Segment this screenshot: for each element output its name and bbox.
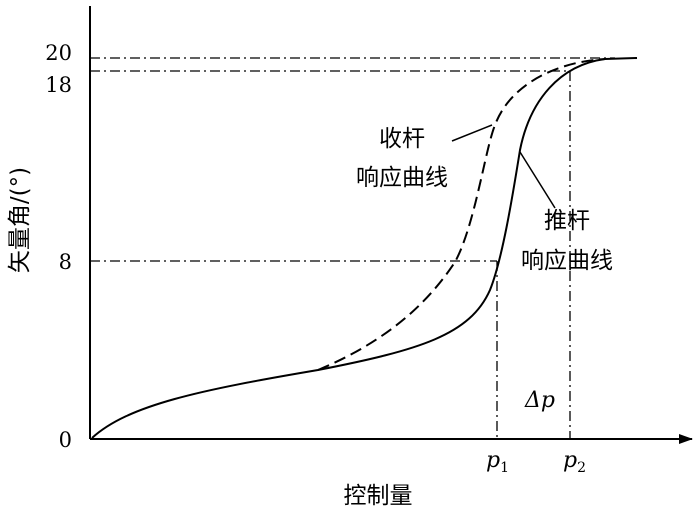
y-tick-label-18: 18	[45, 73, 72, 97]
push-label-line1: 推杆	[544, 208, 590, 234]
y-tick-label-0: 0	[59, 428, 72, 452]
retract-label-line2: 响应曲线	[356, 165, 448, 191]
reference-lines	[90, 57, 615, 439]
x-axis-title: 控制量	[344, 483, 413, 509]
y-tick-label-8: 8	[59, 250, 72, 274]
push-leader-line	[519, 151, 556, 209]
x-tick-label-p2: p2	[563, 448, 586, 476]
y-axis-title: 矢量角/(°)	[7, 167, 33, 273]
x-tick-label-p1: p1	[486, 448, 509, 476]
retract-response-curve	[317, 58, 606, 371]
push-response-curve	[91, 57, 638, 439]
retract-leader-line	[451, 124, 493, 142]
delta-p-label: Δp	[524, 388, 555, 413]
y-tick-label-20: 20	[45, 41, 72, 65]
push-label-line2: 响应曲线	[521, 248, 613, 274]
retract-label-line1: 收杆	[379, 126, 425, 152]
